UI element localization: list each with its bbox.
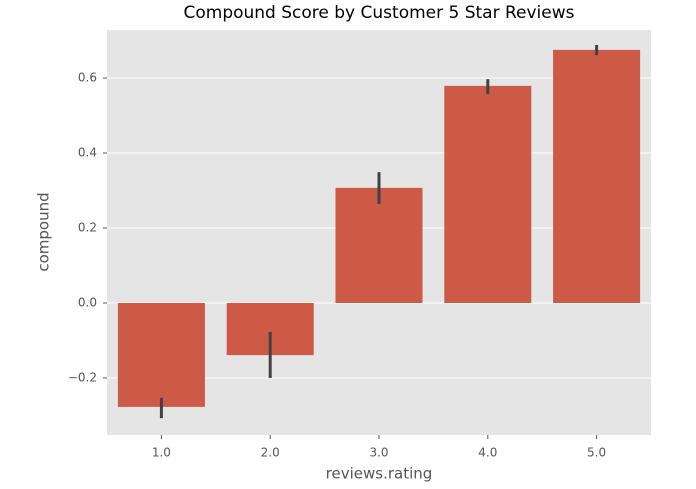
y-axis-label: compound	[35, 192, 53, 271]
bar	[553, 49, 641, 303]
y-tick-label: 0.6	[78, 71, 97, 85]
y-tick-label: 0.2	[78, 221, 97, 235]
bar	[117, 303, 205, 407]
x-axis-label: reviews.rating	[326, 465, 433, 483]
y-tick-label: 0.0	[78, 296, 97, 310]
bar	[444, 85, 532, 303]
x-tick-label: 5.0	[587, 446, 606, 460]
y-tick-label: 0.4	[78, 146, 97, 160]
chart-title: Compound Score by Customer 5 Star Review…	[183, 3, 574, 23]
x-tick-label: 2.0	[261, 446, 280, 460]
x-tick-label: 3.0	[369, 446, 388, 460]
bar	[335, 187, 423, 303]
x-tick-label: 4.0	[478, 446, 497, 460]
x-tick-label: 1.0	[152, 446, 171, 460]
y-tick-label: −0.2	[68, 371, 97, 385]
